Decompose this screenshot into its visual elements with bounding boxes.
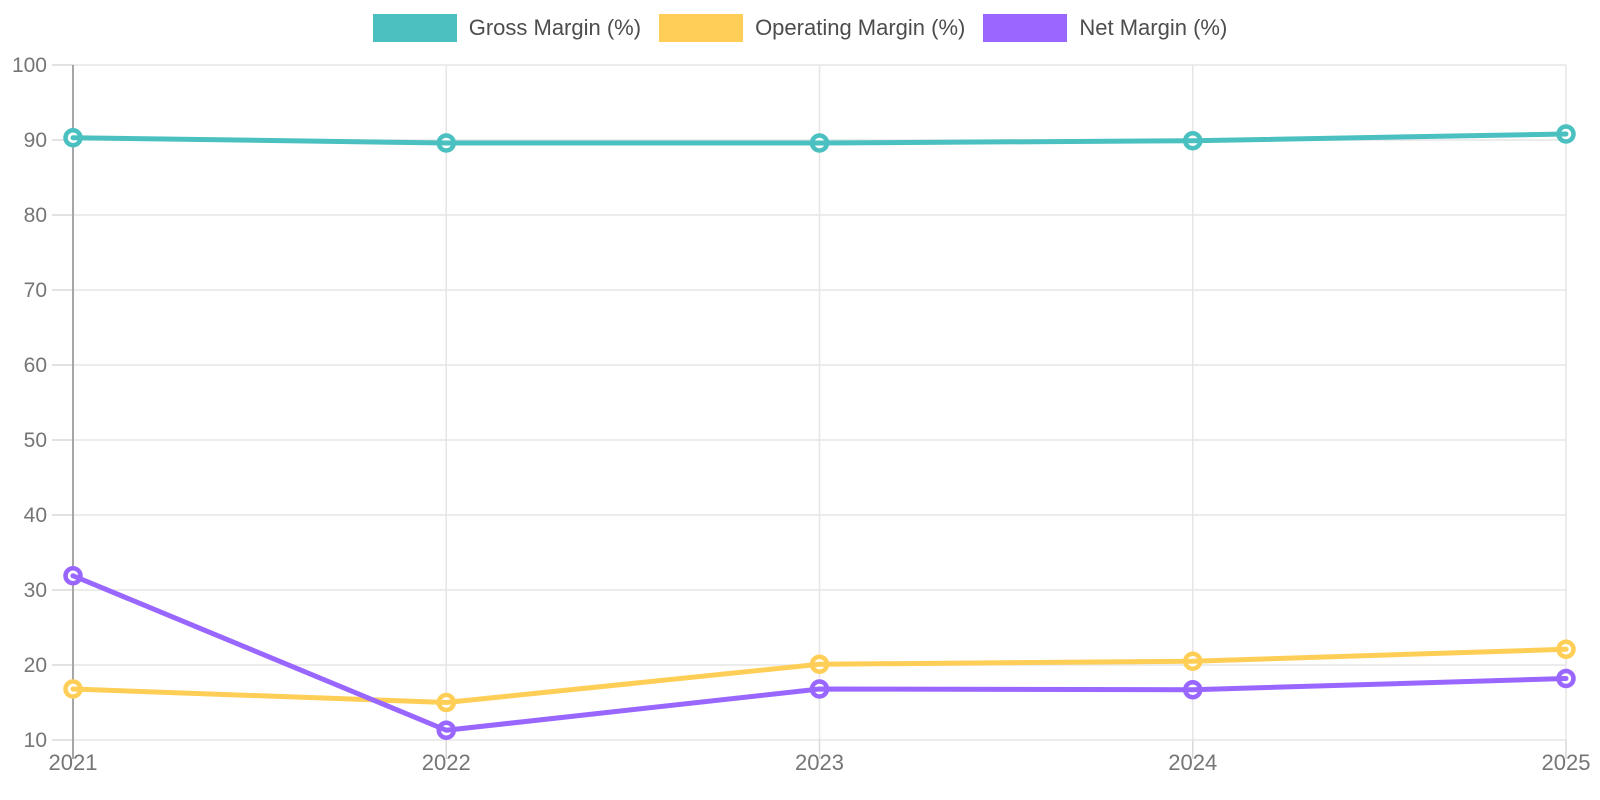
- legend-label: Gross Margin (%): [468, 15, 642, 40]
- legend-item-net-margin[interactable]: Net Margin (%): [983, 12, 1227, 44]
- legend-label: Operating Margin (%): [755, 15, 966, 40]
- y-tick-label: 70: [24, 279, 47, 302]
- x-tick-label: 2025: [1542, 750, 1591, 775]
- y-tick-label: 50: [24, 429, 47, 452]
- legend-item-operating-margin[interactable]: Operating Margin (%): [659, 12, 965, 44]
- legend-item-gross-margin[interactable]: Gross Margin (%): [372, 12, 642, 44]
- y-tick-label: 60: [24, 354, 47, 377]
- operating-margin-swatch: [659, 14, 744, 42]
- series-line: [70, 646, 1569, 705]
- x-tick-label: 2022: [422, 750, 471, 775]
- series-line: [70, 573, 1569, 733]
- x-tick-label: 2023: [795, 750, 844, 775]
- y-tick-label: 30: [24, 579, 47, 602]
- y-tick-label: 20: [24, 654, 47, 677]
- y-tick-label: 90: [24, 129, 47, 152]
- x-tick-label: 2024: [1168, 750, 1217, 775]
- y-tick-label: 100: [12, 54, 47, 77]
- series-line: [70, 131, 1569, 146]
- y-tick-label: 80: [24, 204, 47, 227]
- gross-margin-swatch: [372, 14, 457, 42]
- net-margin-swatch: [983, 14, 1068, 42]
- y-tick-label: 10: [24, 729, 47, 752]
- legend-label: Net Margin (%): [1079, 15, 1228, 40]
- chart-legend: Gross Margin (%) Operating Margin (%) Ne…: [0, 12, 1600, 44]
- y-tick-label: 40: [24, 504, 47, 527]
